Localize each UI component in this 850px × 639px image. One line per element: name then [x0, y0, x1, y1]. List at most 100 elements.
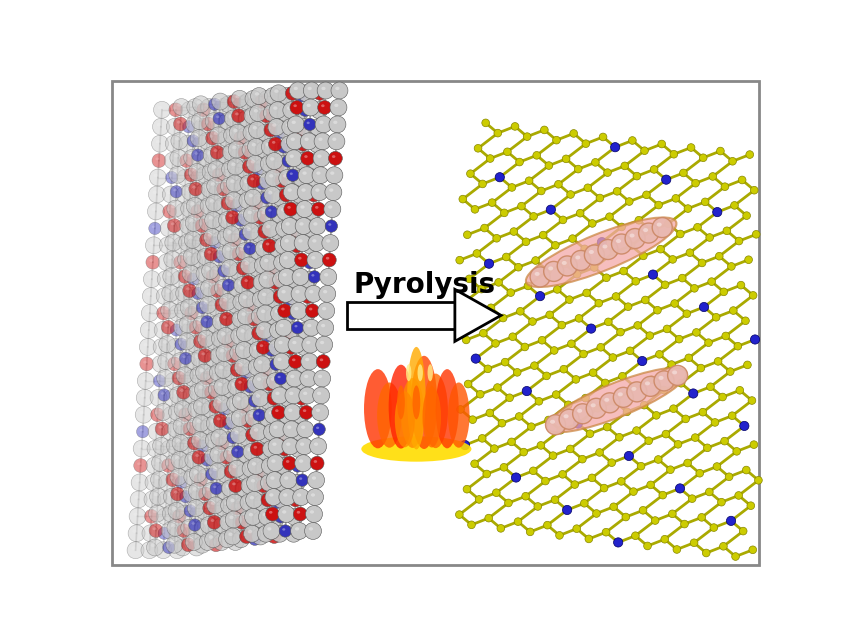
Ellipse shape	[291, 513, 295, 516]
Ellipse shape	[221, 470, 225, 473]
Ellipse shape	[211, 321, 215, 324]
Circle shape	[212, 468, 229, 486]
Ellipse shape	[278, 178, 281, 180]
Circle shape	[224, 528, 241, 545]
Circle shape	[218, 212, 235, 229]
Circle shape	[194, 536, 211, 553]
Circle shape	[458, 300, 466, 308]
Circle shape	[198, 349, 212, 362]
Circle shape	[646, 332, 654, 339]
Ellipse shape	[266, 143, 269, 146]
Circle shape	[152, 154, 166, 167]
Ellipse shape	[547, 368, 687, 433]
Ellipse shape	[212, 524, 217, 527]
Ellipse shape	[290, 293, 294, 296]
Circle shape	[235, 358, 252, 376]
Ellipse shape	[317, 392, 321, 395]
Circle shape	[456, 406, 464, 413]
Circle shape	[239, 228, 252, 240]
Ellipse shape	[276, 112, 280, 115]
Ellipse shape	[290, 311, 293, 313]
Circle shape	[245, 327, 262, 344]
Ellipse shape	[256, 394, 260, 398]
Circle shape	[214, 197, 231, 215]
Circle shape	[235, 377, 249, 391]
Ellipse shape	[283, 312, 287, 316]
Circle shape	[614, 538, 623, 547]
Circle shape	[182, 321, 199, 339]
Ellipse shape	[448, 383, 469, 448]
Circle shape	[255, 95, 269, 109]
Circle shape	[286, 189, 303, 206]
Circle shape	[170, 288, 187, 305]
Circle shape	[483, 470, 490, 478]
Circle shape	[745, 256, 752, 263]
Circle shape	[540, 231, 547, 239]
Ellipse shape	[298, 157, 302, 160]
Circle shape	[275, 220, 292, 237]
Circle shape	[609, 503, 618, 511]
Ellipse shape	[157, 442, 161, 445]
Ellipse shape	[257, 378, 261, 381]
Ellipse shape	[204, 439, 208, 443]
Ellipse shape	[272, 123, 276, 127]
Circle shape	[694, 224, 701, 231]
Ellipse shape	[196, 436, 200, 440]
Circle shape	[292, 406, 309, 424]
Ellipse shape	[232, 482, 235, 485]
Ellipse shape	[577, 409, 582, 413]
Circle shape	[468, 521, 475, 528]
Ellipse shape	[257, 434, 261, 437]
Ellipse shape	[233, 185, 237, 189]
Circle shape	[193, 135, 210, 152]
Circle shape	[167, 437, 184, 454]
Ellipse shape	[188, 172, 191, 174]
Circle shape	[240, 366, 252, 379]
Circle shape	[200, 197, 217, 215]
Circle shape	[196, 502, 212, 520]
Ellipse shape	[150, 479, 154, 482]
Circle shape	[189, 320, 203, 334]
Circle shape	[309, 218, 326, 235]
Circle shape	[166, 171, 178, 183]
Circle shape	[214, 418, 231, 435]
Circle shape	[286, 288, 303, 305]
Circle shape	[212, 231, 229, 249]
Circle shape	[201, 418, 218, 435]
Ellipse shape	[269, 312, 274, 316]
Circle shape	[755, 477, 762, 484]
Circle shape	[643, 542, 651, 550]
Ellipse shape	[645, 381, 650, 385]
Circle shape	[266, 472, 283, 489]
Ellipse shape	[231, 163, 235, 166]
Circle shape	[212, 330, 229, 347]
Circle shape	[270, 160, 284, 173]
Ellipse shape	[218, 202, 223, 206]
Ellipse shape	[326, 257, 329, 259]
Ellipse shape	[235, 431, 239, 435]
Circle shape	[191, 149, 204, 161]
Circle shape	[273, 90, 290, 107]
Circle shape	[638, 223, 659, 243]
Circle shape	[226, 175, 243, 192]
Ellipse shape	[266, 243, 269, 245]
Circle shape	[244, 525, 260, 543]
Ellipse shape	[296, 109, 299, 112]
Ellipse shape	[216, 473, 220, 477]
Ellipse shape	[316, 171, 320, 175]
Circle shape	[167, 200, 184, 217]
Ellipse shape	[251, 298, 255, 302]
Circle shape	[218, 531, 235, 548]
Circle shape	[290, 440, 307, 458]
Circle shape	[632, 427, 640, 435]
Circle shape	[229, 460, 245, 477]
Circle shape	[492, 489, 500, 497]
Ellipse shape	[279, 479, 283, 482]
Circle shape	[290, 302, 307, 320]
Circle shape	[293, 507, 307, 521]
Circle shape	[236, 243, 252, 259]
Circle shape	[258, 426, 275, 443]
Ellipse shape	[209, 217, 213, 220]
Circle shape	[197, 150, 214, 166]
Ellipse shape	[231, 236, 235, 240]
